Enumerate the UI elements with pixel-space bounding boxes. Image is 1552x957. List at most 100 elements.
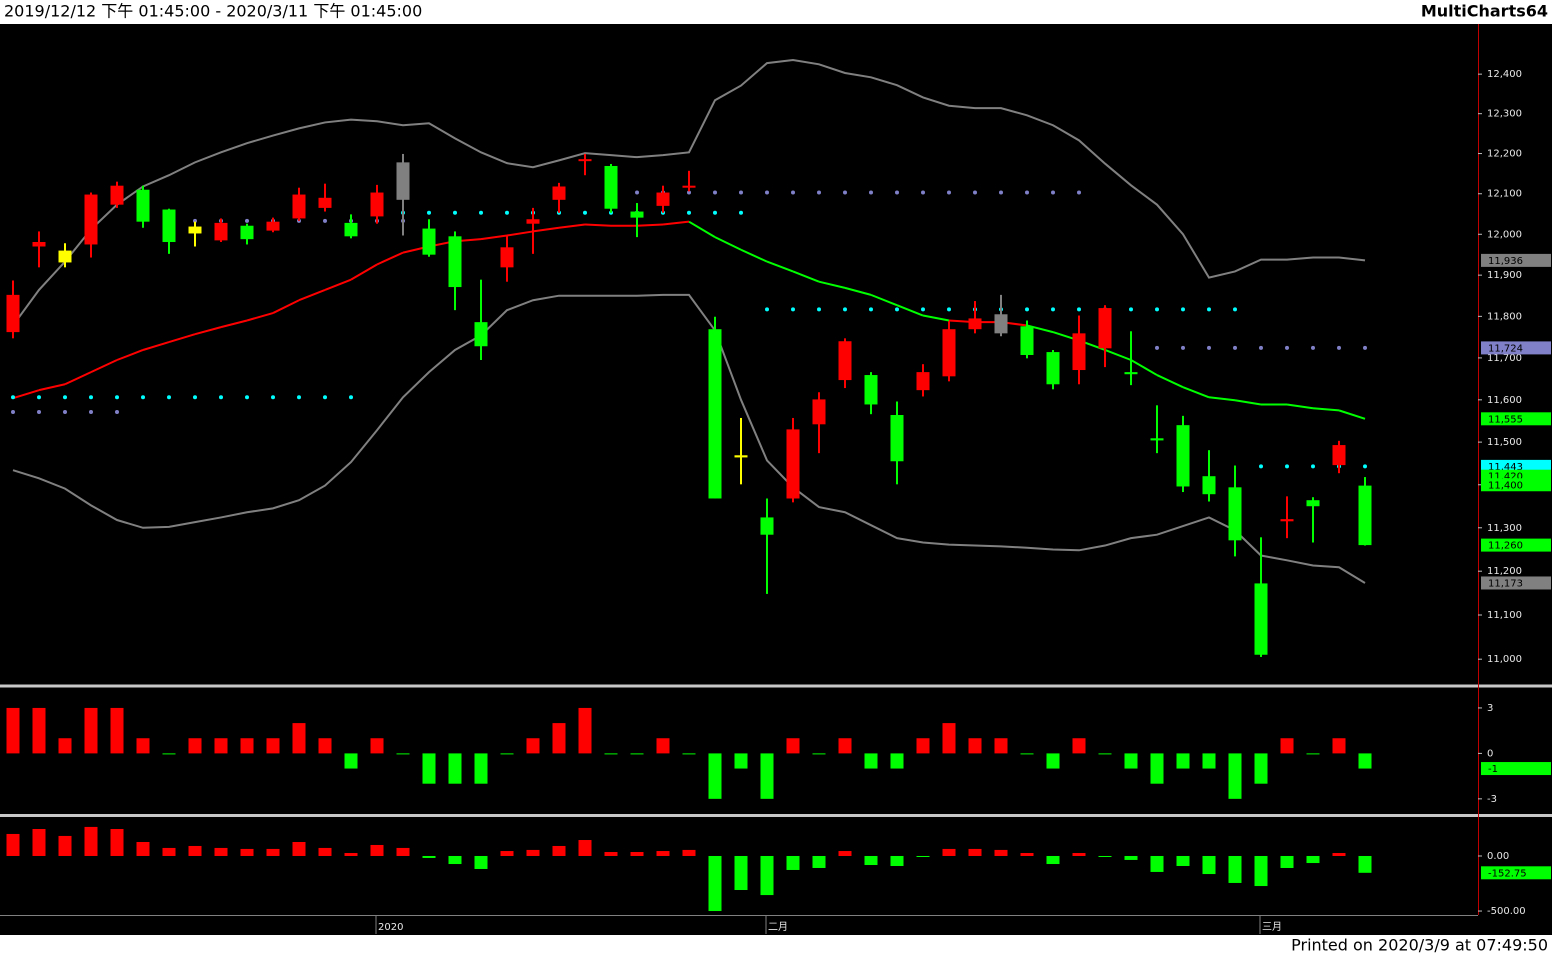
price-tag — [1481, 478, 1551, 492]
y-tick-label: -3 — [1487, 794, 1497, 805]
moving-average-segment — [636, 223, 664, 227]
header-bar — [0, 0, 1552, 24]
histogram-bar — [812, 753, 826, 755]
candle-body — [214, 222, 228, 241]
histogram-bar — [240, 848, 254, 856]
level-dot — [1077, 190, 1081, 195]
histogram-bar — [1332, 738, 1346, 754]
histogram-bar — [1176, 753, 1190, 769]
candle-body — [1332, 445, 1346, 466]
level-dot — [323, 395, 327, 400]
print-stamp: Printed on 2020/3/9 at 07:49:50 — [1291, 936, 1548, 955]
histogram-bar — [656, 851, 670, 856]
histogram-bar — [656, 738, 670, 754]
histogram-bar — [214, 738, 228, 754]
moving-average-segment — [1130, 359, 1158, 376]
y-tick-label: 12,200 — [1487, 149, 1522, 160]
level-dot — [115, 410, 119, 415]
brand: MultiCharts64 — [1421, 2, 1548, 21]
histogram-bar — [188, 845, 202, 856]
candle-body — [370, 192, 384, 217]
y-tick-label: 3 — [1487, 703, 1493, 714]
level-dot — [505, 210, 509, 215]
moving-average-segment — [90, 359, 118, 374]
histogram-bar — [396, 753, 410, 755]
level-dot — [1233, 345, 1237, 350]
level-dot — [219, 395, 223, 400]
moving-average-segment — [896, 304, 924, 317]
histogram-bar — [110, 707, 124, 754]
time-label: 2020 — [378, 922, 403, 933]
candle-body — [1124, 372, 1138, 375]
level-dot — [245, 395, 249, 400]
candle-body — [708, 329, 722, 499]
level-dot — [1051, 190, 1055, 195]
histogram-bar — [916, 855, 930, 857]
moving-average-segment — [12, 389, 40, 400]
moving-average-segment — [662, 220, 690, 226]
level-dot — [349, 395, 353, 400]
candle-body — [396, 162, 410, 200]
level-dot — [1311, 345, 1315, 350]
histogram-bar — [214, 847, 228, 856]
level-dot — [921, 190, 925, 195]
y-tick-label: -500.00 — [1487, 906, 1526, 917]
histogram-bar — [994, 849, 1008, 856]
histogram-bar — [812, 855, 826, 868]
histogram-bar — [1072, 853, 1086, 856]
histogram-bar — [162, 753, 176, 755]
histogram-bar — [84, 707, 98, 754]
level-dot — [1155, 345, 1159, 350]
histogram-bar — [1202, 855, 1216, 875]
level-dot — [37, 410, 41, 415]
level-dot — [1025, 190, 1029, 195]
y-tick-label: 11,200 — [1487, 566, 1522, 577]
moving-average-segment — [376, 251, 404, 266]
y-tick-label: 12,000 — [1487, 229, 1522, 240]
level-dot — [1311, 464, 1315, 469]
candle-body — [84, 194, 98, 245]
level-dot — [89, 410, 93, 415]
level-dot — [765, 190, 769, 195]
candle-body — [604, 165, 618, 209]
histogram-bar — [344, 853, 358, 856]
histogram-bar — [578, 840, 592, 856]
moving-average-segment — [870, 293, 898, 307]
level-dot — [11, 410, 15, 415]
level-dot — [1077, 307, 1081, 312]
candle-body — [578, 159, 592, 162]
histogram-bar — [1046, 855, 1060, 865]
moving-average-segment — [324, 278, 352, 291]
moving-average-segment — [1208, 396, 1236, 402]
histogram-bar — [708, 753, 722, 799]
histogram-bar — [1280, 855, 1294, 868]
price-tag — [1481, 412, 1551, 426]
price-tag-label: 11,173 — [1488, 578, 1523, 589]
moving-average-segment — [922, 314, 950, 322]
moving-average-segment — [1312, 407, 1340, 412]
histogram-bar — [110, 829, 124, 856]
histogram-bar — [526, 849, 540, 856]
y-tick-label: 11,900 — [1487, 270, 1522, 281]
candle-body — [292, 194, 306, 219]
chart-background — [0, 24, 1552, 935]
price-tag — [1481, 459, 1551, 473]
level-dot — [167, 395, 171, 400]
level-dot — [713, 190, 717, 195]
candle-body — [1098, 308, 1112, 349]
histogram-bar — [552, 845, 566, 856]
candle-body — [448, 236, 462, 288]
histogram-bar — [760, 753, 774, 799]
price-tag — [1481, 253, 1551, 267]
histogram-bar — [1228, 753, 1242, 799]
histogram-bar — [734, 855, 748, 891]
histogram-bar — [864, 753, 878, 769]
level-dot — [921, 307, 925, 312]
histogram-bar — [1306, 753, 1320, 755]
y-tick-label: 11,100 — [1487, 610, 1522, 621]
candle-body — [1072, 333, 1086, 371]
level-dot — [63, 410, 67, 415]
histogram-bar — [1124, 753, 1138, 769]
level-dot — [1181, 345, 1185, 350]
level-dot — [895, 190, 899, 195]
